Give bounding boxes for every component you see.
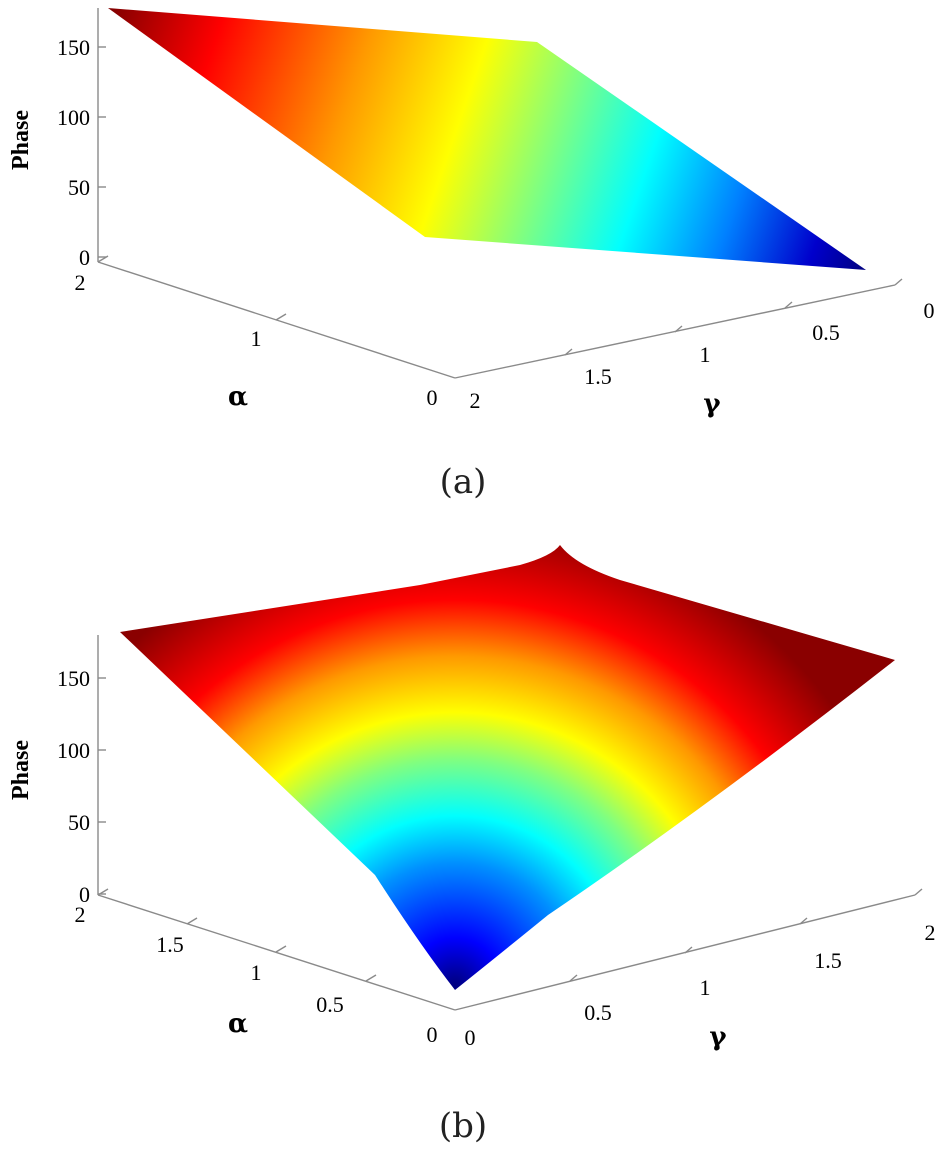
gamma-tick-label-b: 0.5 — [584, 1000, 612, 1025]
panel-a: 150 100 50 0 Phase 2 1 0 α 2 1.5 1 0.5 0… — [8, 8, 935, 502]
alpha-tick-mark-a — [275, 313, 287, 321]
alpha-tick-mark-b — [365, 974, 377, 982]
alpha-tick-label-a: 2 — [75, 270, 86, 295]
alpha-tick-label-b: 2 — [75, 902, 86, 927]
gamma-tick-label-a: 0 — [924, 298, 935, 323]
gamma-tick-mark-b — [569, 974, 578, 982]
z-tick-label-b: 150 — [57, 666, 90, 691]
gamma-tick-label-a: 1.5 — [584, 364, 612, 389]
gamma-tick-label-a: 0.5 — [812, 320, 840, 345]
gamma-axis-label-a: γ — [703, 389, 721, 419]
z-tick-label-b: 0 — [79, 882, 90, 907]
panel-b: 150 100 50 0 Phase 2 1.5 1 0.5 0 α 0 0.5… — [8, 545, 936, 1146]
alpha-tick-mark-b — [275, 945, 287, 953]
z-axis-label-a: Phase — [8, 110, 34, 170]
gamma-tick-mark-b — [684, 946, 693, 954]
gamma-tick-label-a: 1 — [700, 342, 711, 367]
alpha-tick-label-a: 1 — [251, 326, 262, 351]
gamma-tick-label-b: 2 — [925, 920, 936, 945]
gamma-tick-label-b: 0 — [465, 1025, 476, 1050]
z-tick-label-a: 150 — [57, 35, 90, 60]
gamma-tick-mark-b — [799, 917, 808, 925]
gamma-tick-label-b: 1.5 — [814, 948, 842, 973]
panel-label-a: (a) — [440, 462, 487, 502]
gamma-tick-label-a: 2 — [470, 388, 481, 413]
z-tick-label-a: 50 — [68, 175, 90, 200]
gamma-axis-label-b: γ — [709, 1022, 727, 1052]
alpha-tick-label-b: 0 — [427, 1022, 438, 1047]
gamma-tick-mark-b — [914, 888, 923, 896]
phase-surface-b — [120, 545, 895, 990]
gamma-tick-mark-a — [894, 278, 903, 286]
gamma-tick-mark-a — [784, 301, 793, 309]
alpha-axis-label-a: α — [228, 382, 248, 412]
z-axis-label-b: Phase — [8, 740, 34, 800]
z-tick-label-a: 0 — [79, 245, 90, 270]
alpha-tick-label-b: 1.5 — [156, 932, 184, 957]
alpha-axis-label-b: α — [228, 1009, 248, 1039]
panel-label-b: (b) — [439, 1106, 487, 1146]
z-tick-label-a: 100 — [57, 105, 90, 130]
alpha-tick-mark-b — [97, 888, 109, 896]
phase-surface-a — [108, 8, 866, 270]
alpha-tick-label-b: 1 — [251, 960, 262, 985]
z-tick-label-b: 100 — [57, 738, 90, 763]
gamma-tick-label-b: 1 — [700, 975, 711, 1000]
gamma-tick-mark-a — [674, 325, 683, 333]
alpha-tick-label-b: 0.5 — [316, 992, 344, 1017]
alpha-tick-label-a: 0 — [427, 385, 438, 410]
gamma-tick-mark-a — [564, 348, 573, 356]
alpha-tick-mark-a — [97, 255, 109, 263]
alpha-tick-mark-b — [186, 917, 198, 925]
z-tick-label-b: 50 — [68, 810, 90, 835]
